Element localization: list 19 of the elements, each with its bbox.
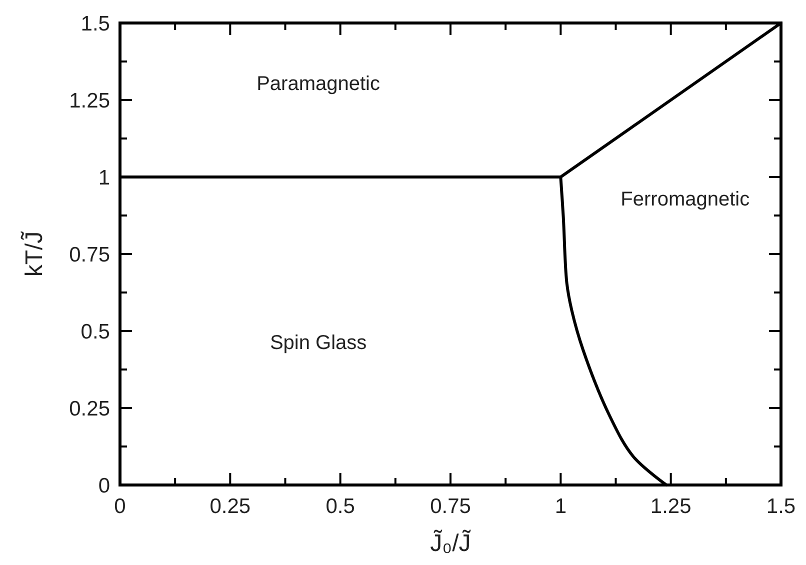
annotation: Spin Glass bbox=[270, 332, 367, 354]
y-tick-label: 1 bbox=[98, 166, 110, 190]
x-tick-label: 1.5 bbox=[766, 495, 796, 518]
annotation: Paramagnetic bbox=[256, 73, 380, 96]
x-tick-label: 1.25 bbox=[650, 495, 692, 518]
annotation: Ferromagnetic bbox=[620, 188, 750, 211]
y-tick-label: 0.5 bbox=[80, 320, 110, 344]
y-tick-label: 1.25 bbox=[69, 89, 110, 112]
y-axis-title: kT/J̃ bbox=[20, 230, 48, 277]
x-tick-label: 0.5 bbox=[326, 495, 355, 518]
y-tick-label: 0 bbox=[98, 474, 110, 498]
y-tick-label: 1.5 bbox=[80, 12, 110, 36]
x-tick-label: 0 bbox=[114, 495, 126, 518]
x-tick-label: 0.75 bbox=[430, 495, 471, 518]
y-tick-label: 0.25 bbox=[69, 397, 110, 420]
x-tick-label: 1 bbox=[554, 495, 567, 518]
y-tick-label: 0.75 bbox=[69, 243, 110, 266]
x-axis-title: J̃₀/J̃ bbox=[430, 529, 472, 557]
x-tick-label: 0.25 bbox=[210, 495, 251, 518]
